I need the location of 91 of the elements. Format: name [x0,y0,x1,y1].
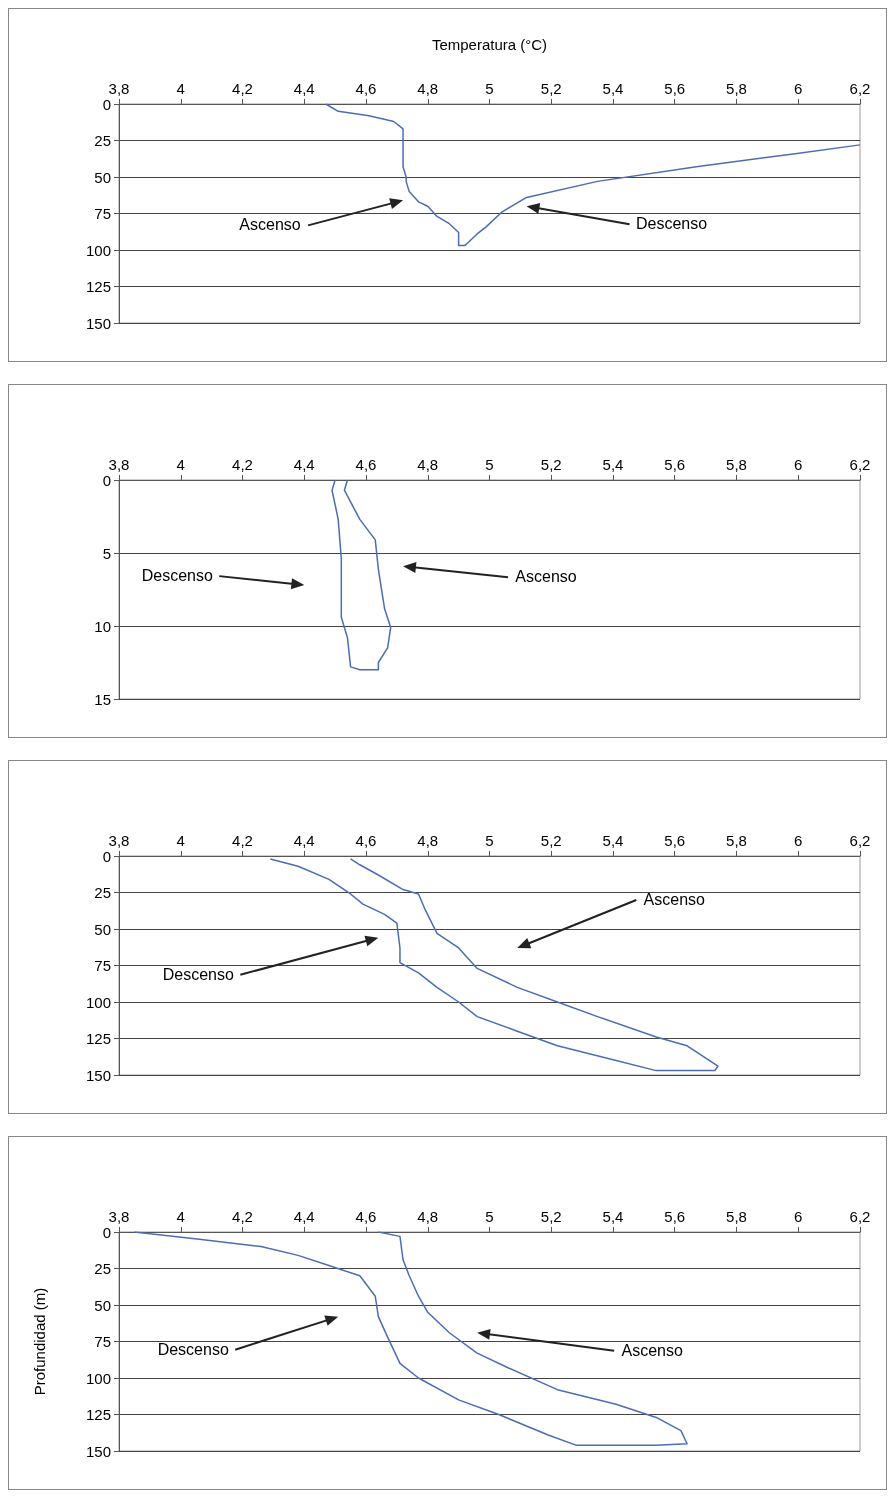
y-tick-label: 5 [102,544,111,562]
line-series [133,1231,688,1446]
x-tick-label: 4 [176,1208,185,1225]
y-tick-label: 0 [102,471,111,489]
x-tick-label: 4,8 [417,1208,439,1225]
x-tick-label: 5,8 [726,80,747,97]
y-tick-label: 100 [85,1369,111,1387]
x-tick-label: 4,6 [355,456,377,473]
y-tick-label: 25 [94,884,111,901]
x-tick-label: 4,6 [355,1208,377,1225]
line-series [325,103,861,247]
x-tick-label: 6,2 [849,456,871,473]
y-tick-label: 150 [85,1066,111,1084]
x-tick-label: 5,2 [540,832,562,849]
x-tick-label: 4 [176,456,185,473]
line-series [269,858,719,1072]
annotation: Descenso [157,1340,229,1358]
y-tick-label: 75 [94,205,111,222]
x-tick-label: 3,8 [108,456,130,473]
x-tick-label: 5,6 [664,1208,686,1225]
y-tick-label: 10 [94,617,111,635]
x-tick-label: 5,2 [540,80,562,97]
x-tick-label: 4,2 [232,1208,253,1225]
y-tick-label: 25 [94,132,111,149]
x-tick-label: 4,6 [355,80,377,97]
y-tick-label: 0 [102,847,111,865]
x-tick-label: 6 [794,832,803,849]
x-tick-label: 5 [485,456,494,473]
y-tick-label: 75 [94,957,111,974]
x-tick-label: 4,4 [293,80,315,97]
x-tick-label: 5,2 [540,1208,562,1225]
annotation: Descenso [162,965,235,983]
x-tick-label: 5,2 [540,456,562,473]
annotation: Ascenso [643,890,706,908]
y-tick-label: 15 [94,690,111,708]
x-tick-label: 5 [485,1208,494,1225]
x-tick-label: 5,4 [602,1208,624,1225]
x-tick-label: 4,4 [293,1208,315,1225]
y-tick-label: 125 [85,278,111,295]
y-tick-label: 0 [102,1223,111,1241]
annotation: Descenso [141,567,213,585]
x-tick-label: 6,2 [849,1208,871,1225]
line-series [331,479,392,671]
annotation: Ascenso [515,568,577,586]
y-tick-label: 100 [85,993,111,1011]
y-tick-label: 50 [94,920,111,938]
x-tick-label: 5,8 [726,456,747,473]
x-tick-label: 5,8 [726,1208,747,1225]
y-tick-label: 50 [94,168,111,186]
x-tick-label: 3,8 [108,1208,130,1225]
x-tick-label: 4,8 [417,80,439,97]
x-tick-label: 5,4 [602,832,624,849]
x-tick-label: 6 [794,80,803,97]
x-tick-label: 4,6 [355,832,377,849]
y-tick-label: 150 [85,1442,111,1460]
y-tick-label: 0 [102,95,111,113]
x-tick-label: 5,4 [602,80,624,97]
y-tick-label: 125 [85,1406,111,1423]
annotation: Ascenso [621,1341,683,1359]
x-tick-label: 4,8 [417,456,439,473]
y-tick-label: 50 [94,1296,111,1314]
y-tick-label: 75 [94,1333,111,1350]
x-tick-label: 5,6 [664,832,686,849]
x-tick-label: 5,8 [726,832,747,849]
x-tick-label: 4,4 [293,456,315,473]
x-tick-label: 5,4 [602,456,624,473]
x-tick-label: 4 [176,80,185,97]
x-tick-label: 5 [485,80,494,97]
annotation: Descenso [635,215,708,233]
y-tick-label: 125 [85,1030,111,1047]
x-tick-label: 4,8 [417,832,439,849]
x-tick-label: 4,2 [232,80,253,97]
x-tick-label: 5 [485,832,494,849]
x-tick-label: 6,2 [849,80,871,97]
y-tick-label: 25 [94,1260,111,1277]
x-tick-label: 4,2 [232,832,253,849]
x-tick-label: 6 [794,456,803,473]
x-axis-title: Temperatura (°C) [431,36,548,53]
x-tick-label: 5,6 [664,80,686,97]
x-tick-label: 4,2 [232,456,253,473]
x-tick-label: 4,4 [293,832,315,849]
x-tick-label: 3,8 [108,80,130,97]
x-tick-label: 6,2 [849,832,871,849]
y-axis-title: Profundidad (m) [31,1287,48,1396]
y-tick-label: 100 [85,241,111,259]
y-tick-label: 150 [85,314,111,332]
annotation: Ascenso [239,216,301,234]
x-tick-label: 5,6 [664,456,686,473]
x-tick-label: 4 [176,832,185,849]
x-tick-label: 6 [794,1208,803,1225]
x-tick-label: 3,8 [108,832,130,849]
